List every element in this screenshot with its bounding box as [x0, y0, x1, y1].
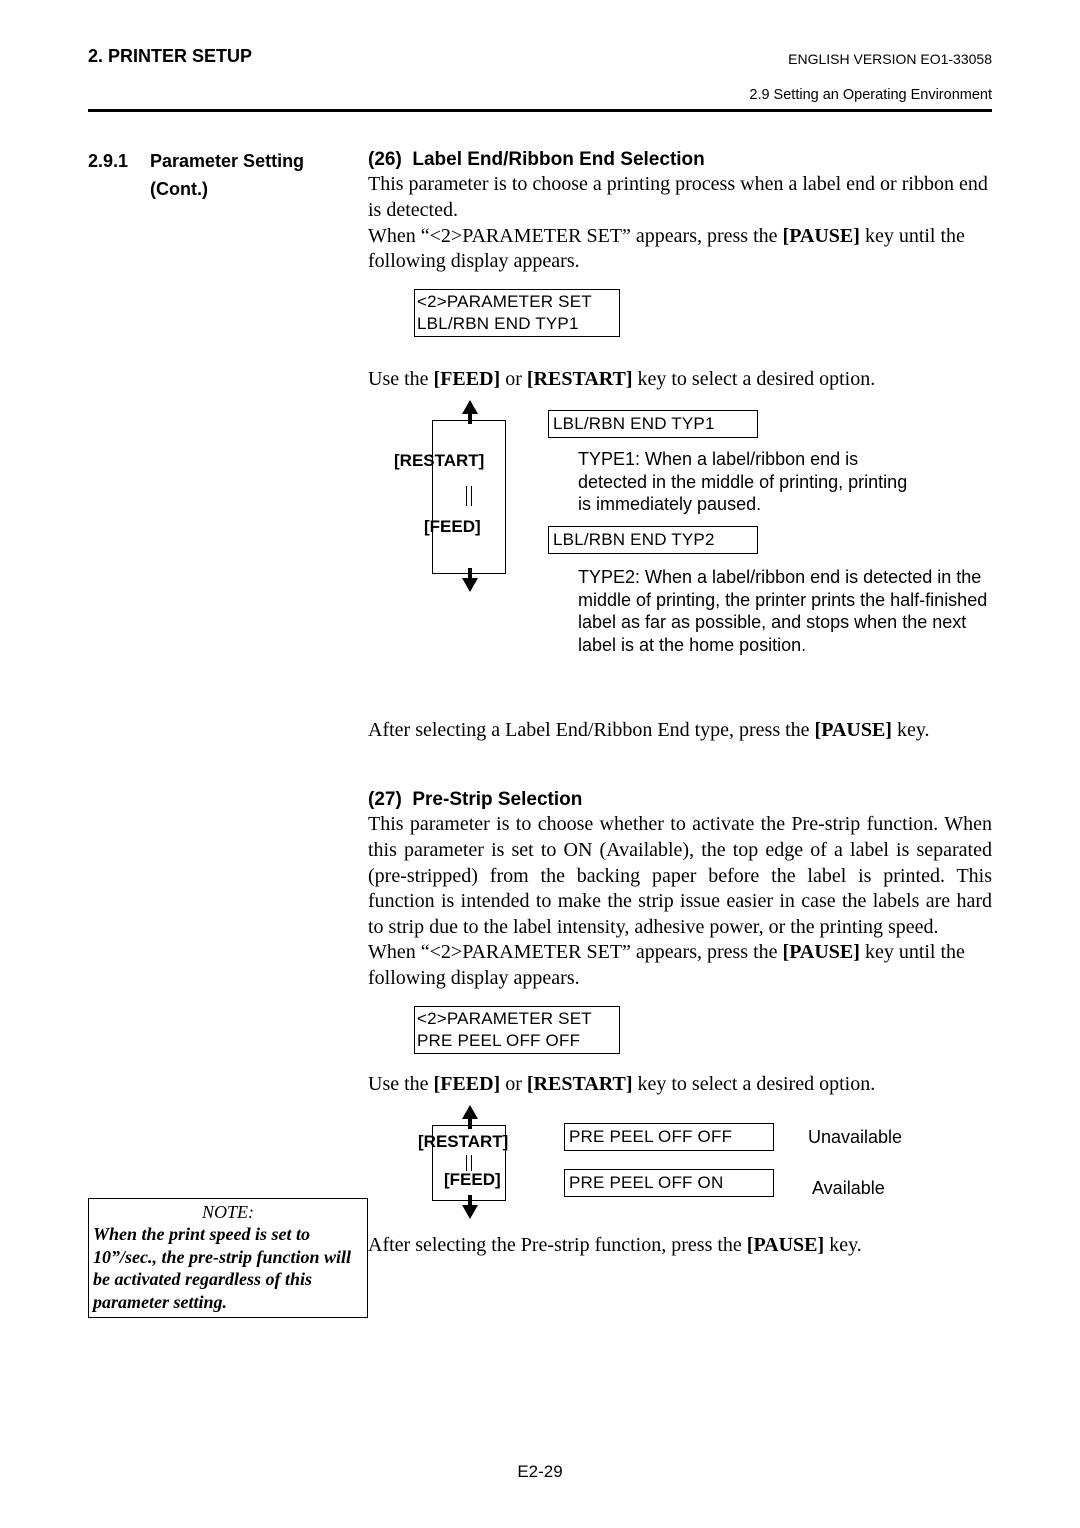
p26-lcd-wrap: <2>PARAMETER SET LBL/RBN END TYP1 [414, 289, 992, 337]
p26-heading: (26) Label End/Ribbon End Selection [368, 148, 992, 172]
p26-opt1-desc: TYPE1: When a label/ribbon end is detect… [578, 448, 908, 516]
p26-title: Label End/Ribbon End Selection [412, 149, 704, 170]
restart-label: [RESTART] [394, 450, 484, 472]
right-column: (26) Label End/Ribbon End Selection This… [368, 148, 992, 1318]
p27-lcd-l2: PRE PEEL OFF OFF [417, 1030, 617, 1052]
restart-label-2: [RESTART] [418, 1131, 508, 1153]
p27-body: This parameter is to choose whether to a… [368, 812, 992, 940]
p26-intro2: When “<2>PARAMETER SET” appears, press t… [368, 224, 992, 275]
page-header: 2. PRINTER SETUP ENGLISH VERSION EO1-330… [88, 46, 992, 67]
page-footer: E2-29 [0, 1462, 1080, 1482]
arrow-up-icon-2 [462, 1105, 478, 1129]
p27-intro2: When “<2>PARAMETER SET” appears, press t… [368, 940, 992, 991]
p26-opt2-desc: TYPE2: When a label/ribbon end is detect… [578, 566, 988, 656]
p27-opt-off-label: Unavailable [808, 1126, 902, 1149]
p27-opt-on-box: PRE PEEL OFF ON [564, 1169, 774, 1197]
header-sub: 2.9 Setting an Operating Environment [88, 87, 992, 103]
p27-after: After selecting the Pre-strip function, … [368, 1233, 992, 1259]
header-right: ENGLISH VERSION EO1-33058 [788, 51, 992, 67]
p26-lcd: <2>PARAMETER SET LBL/RBN END TYP1 [414, 289, 620, 337]
p27-lcd-l1: <2>PARAMETER SET [417, 1008, 617, 1030]
section-number: 2.9.1 [88, 148, 150, 176]
p26-num: (26) [368, 149, 402, 170]
arrow-up-icon [462, 400, 478, 424]
mid-divider [466, 486, 472, 506]
p27-heading: (27) Pre-Strip Selection [368, 788, 992, 812]
feed-label-2: [FEED] [444, 1169, 501, 1191]
body-columns: 2.9.1Parameter Setting (Cont.) NOTE: Whe… [88, 148, 992, 1318]
p26-intro1: This parameter is to choose a printing p… [368, 172, 992, 223]
feed-label: [FEED] [424, 516, 481, 538]
left-column: 2.9.1Parameter Setting (Cont.) NOTE: Whe… [88, 148, 368, 1318]
p27-lcd: <2>PARAMETER SET PRE PEEL OFF OFF [414, 1006, 620, 1054]
p27-opt-off-box: PRE PEEL OFF OFF [564, 1123, 774, 1151]
note-box: NOTE: When the print speed is set to 10”… [88, 1198, 368, 1319]
p27-opt-on-label: Available [812, 1177, 885, 1200]
arrow-down-icon [462, 568, 478, 592]
p26-opt1-box: LBL/RBN END TYP1 [548, 410, 758, 438]
p26-opt2-box: LBL/RBN END TYP2 [548, 526, 758, 554]
p26-lcd-l2: LBL/RBN END TYP1 [417, 313, 617, 335]
p27-lcd-wrap: <2>PARAMETER SET PRE PEEL OFF OFF [414, 1006, 992, 1054]
p26-after: After selecting a Label End/Ribbon End t… [368, 718, 992, 744]
p27-diagram: [RESTART] [FEED] PRE PEEL OFF OFF Unavai… [368, 1109, 992, 1227]
p26-use: Use the [FEED] or [RESTART] key to selec… [368, 367, 992, 393]
section-title: Parameter Setting [150, 151, 304, 171]
header-left: 2. PRINTER SETUP [88, 46, 252, 67]
section-heading: 2.9.1Parameter Setting [88, 148, 368, 176]
section-cont: (Cont.) [88, 176, 368, 204]
p27-title: Pre-Strip Selection [412, 789, 582, 810]
p27-use: Use the [FEED] or [RESTART] key to selec… [368, 1072, 992, 1098]
page: 2. PRINTER SETUP ENGLISH VERSION EO1-330… [0, 0, 1080, 1528]
arrow-down-icon-2 [462, 1195, 478, 1219]
note-body: When the print speed is set to 10”/sec.,… [93, 1223, 363, 1313]
p26-lcd-l1: <2>PARAMETER SET [417, 291, 617, 313]
note-title: NOTE: [93, 1201, 363, 1224]
header-rule [88, 109, 992, 112]
p26-diagram: [RESTART] [FEED] LBL/RBN END TYP1 TYPE1:… [368, 406, 992, 696]
p27-num: (27) [368, 789, 402, 810]
